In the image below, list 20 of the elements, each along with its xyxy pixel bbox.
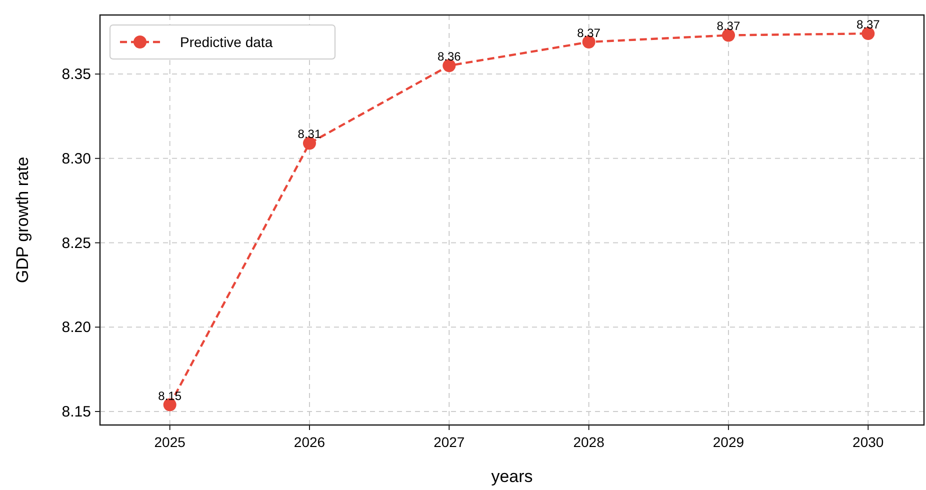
y-tick-label: 8.35 <box>62 66 91 84</box>
data-label: 8.37 <box>856 18 880 32</box>
y-tick-label: 8.20 <box>62 319 91 336</box>
y-tick-label: 8.25 <box>62 234 91 252</box>
x-tick-label: 2025 <box>154 434 186 450</box>
x-tick-label: 2028 <box>573 434 605 450</box>
data-label: 8.37 <box>716 19 740 34</box>
x-tick-label: 2030 <box>852 434 884 450</box>
legend-label: Predictive data <box>180 34 273 50</box>
data-label: 8.37 <box>577 26 601 40</box>
x-tick-label: 2026 <box>294 434 326 450</box>
x-axis-title: years <box>491 467 533 486</box>
y-tick-label: 8.30 <box>62 150 91 168</box>
data-label: 8.31 <box>298 127 322 142</box>
y-axis-title: GDP growth rate <box>13 156 32 284</box>
data-label: 8.15 <box>158 388 182 403</box>
x-tick-label: 2027 <box>434 434 465 450</box>
x-tick-label: 2029 <box>712 434 744 450</box>
y-tick-label: 8.15 <box>62 404 91 420</box>
data-label: 8.36 <box>437 50 462 64</box>
